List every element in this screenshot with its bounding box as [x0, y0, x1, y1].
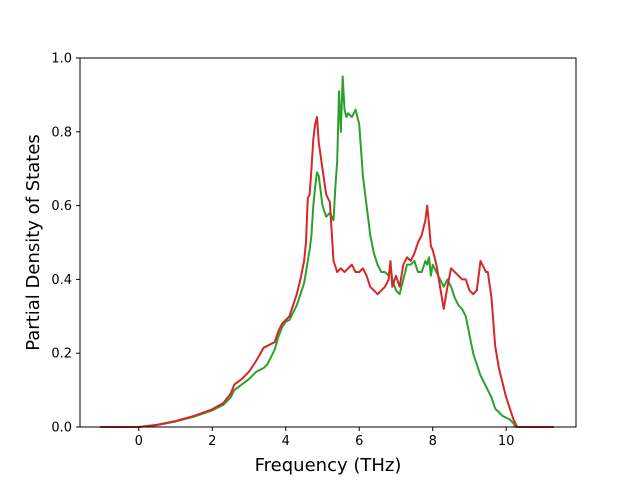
y-tick-label: 0.2	[51, 347, 72, 362]
x-tick-label: 2	[208, 434, 216, 449]
y-tick-label: 0.4	[51, 273, 72, 288]
plot-frame	[79, 57, 577, 428]
x-tick-label: 8	[429, 434, 437, 449]
x-tick-label: 0	[135, 434, 143, 449]
y-tick-label: 1.0	[51, 52, 72, 67]
x-tick-label: 10	[498, 434, 515, 449]
y-tick-label: 0.8	[51, 125, 72, 140]
x-tick-label: 4	[282, 434, 290, 449]
x-axis-label: Frequency (THz)	[255, 455, 402, 476]
x-axis-ticks: 0 2 4 6 8 10	[135, 427, 515, 449]
plot-lines	[100, 75, 554, 428]
x-tick-label: 6	[355, 434, 363, 449]
y-axis-ticks: 0.0 0.2 0.4 0.6 0.8 1.0	[51, 52, 80, 436]
y-axis-label: Partial Density of States	[23, 134, 44, 351]
series-line-1	[100, 75, 554, 428]
y-tick-label: 0.0	[51, 421, 72, 436]
series-line-2	[100, 116, 554, 428]
y-tick-label: 0.6	[51, 199, 72, 214]
